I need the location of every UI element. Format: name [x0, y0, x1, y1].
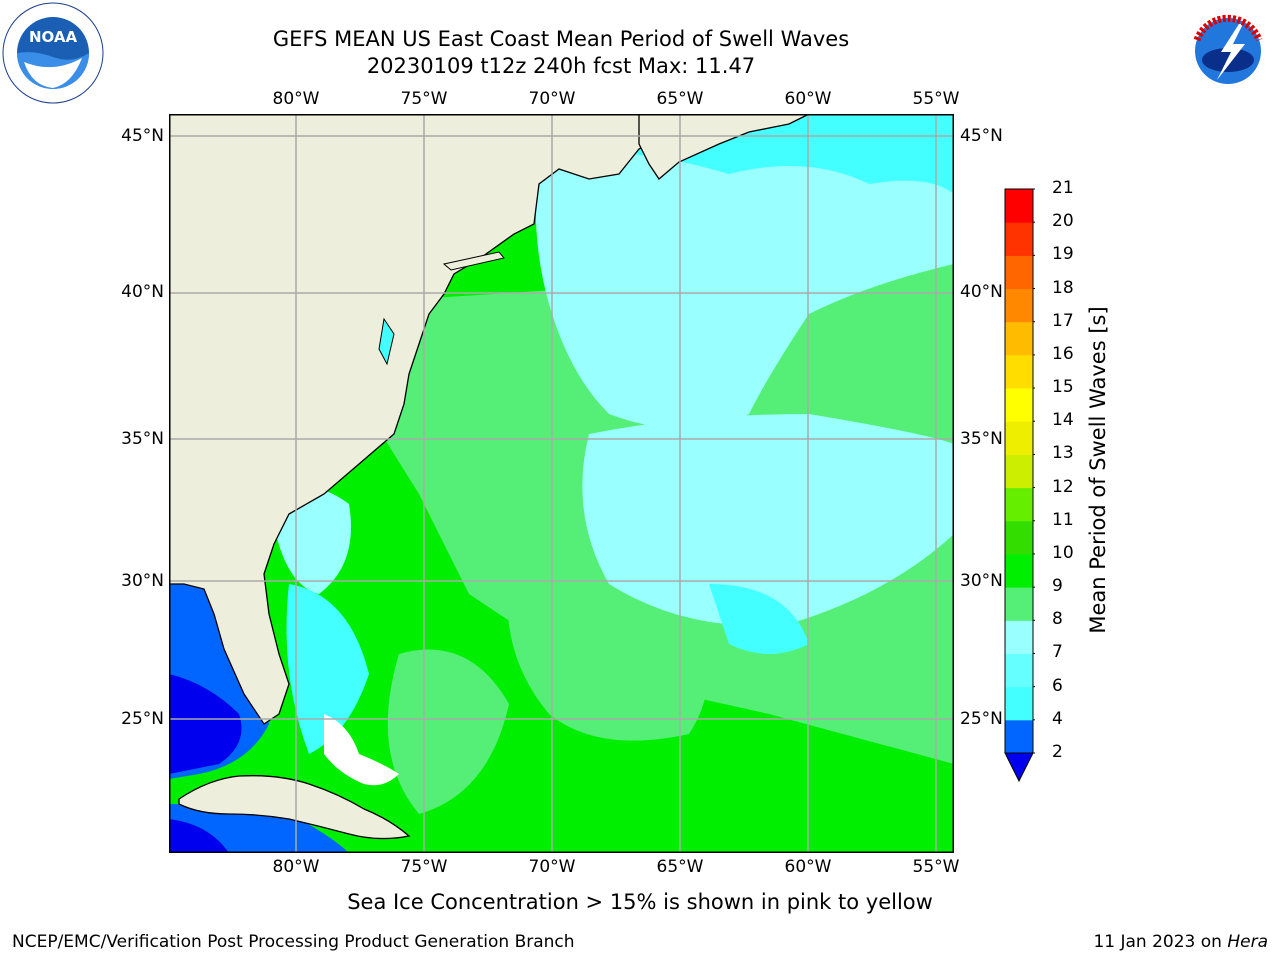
colorbar-tick-label: 8 [1052, 609, 1063, 630]
colorbar-tick-label: 2 [1052, 742, 1063, 762]
lon-label-bottom: 70°W [528, 857, 576, 877]
colorbar-segment [1005, 421, 1033, 455]
bahamas-banks [324, 714, 399, 786]
map-panel [169, 114, 954, 853]
maritimes-land [638, 114, 810, 180]
colorbar-segment [1005, 487, 1033, 522]
lon-label-top: 80°W [272, 89, 320, 109]
chart-subtitle-run: 20230109 t12z 240h fcst Max: 11.47 [366, 54, 756, 78]
lon-label-bottom: 55°W [912, 857, 960, 877]
gulf-dark-blue [169, 674, 242, 774]
colorbar-tick-label: 9 [1052, 576, 1063, 597]
chart-title: GEFS MEAN US East Coast Mean Period of S… [272, 27, 850, 51]
map-border [169, 114, 954, 853]
lat-label-left: 40°N [121, 282, 164, 302]
lon-label-bottom: 65°W [656, 857, 704, 877]
caribbean-dark-blue [169, 819, 229, 853]
colorbar-tick-label: 4 [1052, 708, 1063, 729]
colorbar-segment [1005, 454, 1033, 489]
lat-label-left: 25°N [121, 709, 164, 729]
ocean-green-light [809, 274, 954, 444]
footer-date: 11 Jan 2023 on Hera [1093, 932, 1268, 952]
colorbar-tick-label: 17 [1052, 310, 1074, 331]
colorbar-tick-label: 11 [1052, 509, 1074, 530]
footer-machine: Hera [1227, 932, 1268, 952]
lat-label-right: 30°N [960, 571, 1003, 591]
ocean-light-cyan [582, 414, 954, 626]
long-island [442, 251, 505, 271]
colorbar-extend-arrow [1004, 752, 1034, 783]
footer-date-text: 11 Jan 2023 on [1093, 932, 1228, 952]
colorbar-segment [1005, 719, 1033, 754]
ocean-cyan [286, 584, 369, 754]
colorbar-tick-label: 15 [1052, 377, 1074, 398]
colorbar-tick-label: 6 [1052, 675, 1063, 696]
colorbar-tick-label: 21 [1052, 178, 1074, 198]
ocean-light-cyan [535, 151, 954, 429]
lon-label-bottom: 75°W [400, 857, 448, 877]
colorbar-segment [1005, 388, 1033, 422]
lat-label-right: 40°N [960, 282, 1003, 302]
colorbar-tick-label: 18 [1052, 277, 1074, 298]
colorbar-segment [1005, 255, 1033, 290]
colorbar-tick-label: 7 [1052, 642, 1063, 663]
lat-label-left: 45°N [121, 126, 164, 146]
lat-label-right: 45°N [960, 126, 1003, 146]
colorbar [1004, 188, 1035, 783]
us-east-coast-land [169, 114, 690, 725]
lon-label-top: 70°W [528, 89, 576, 109]
colorbar-tick-label: 19 [1052, 244, 1074, 265]
colorbar-tick-label: 10 [1052, 542, 1074, 563]
lat-label-right: 25°N [960, 709, 1003, 729]
colorbar-segment [1005, 620, 1033, 654]
ocean-green-light [507, 574, 709, 741]
ocean-green-light [387, 649, 509, 814]
colorbar-tick-label: 14 [1052, 410, 1074, 431]
lon-label-top: 65°W [656, 89, 704, 109]
nws-logo [1179, 2, 1277, 100]
lon-label-bottom: 60°W [784, 857, 832, 877]
svg-text:NOAA: NOAA [29, 28, 78, 46]
colorbar-segment [1005, 321, 1033, 356]
footer-branch: NCEP/EMC/Verification Post Processing Pr… [12, 932, 575, 952]
colorbar-tick-label: 13 [1052, 443, 1074, 464]
colorbar-tick-label: 20 [1052, 211, 1074, 232]
colorbar-title: Mean Period of Swell Waves [s] [1086, 306, 1110, 634]
noaa-logo: NOAA [2, 2, 104, 104]
colorbar-tick-label: 16 [1052, 343, 1074, 364]
colorbar-segment [1005, 520, 1033, 555]
colorbar-frame [1004, 188, 1034, 754]
colorbar-segment [1005, 553, 1033, 588]
lon-label-bottom: 80°W [272, 857, 320, 877]
cuba-land [178, 775, 411, 840]
lon-label-top: 75°W [400, 89, 448, 109]
colorbar-segment [1005, 222, 1033, 256]
lat-label-left: 30°N [121, 571, 164, 591]
lon-label-top: 55°W [912, 89, 960, 109]
colorbar-tick-label: 12 [1052, 476, 1074, 497]
lon-label-top: 60°W [784, 89, 832, 109]
colorbar-segment [1005, 653, 1033, 688]
chesapeake-bay [378, 317, 395, 366]
colorbar-segment [1005, 288, 1033, 323]
graticule [169, 114, 954, 853]
colorbar-segment [1005, 354, 1033, 389]
ocean-cyan [709, 584, 809, 654]
colorbar-segment [1005, 189, 1033, 223]
lat-label-left: 35°N [121, 429, 164, 449]
colorbar-segment [1005, 686, 1033, 721]
colorbar-segment [1005, 587, 1033, 621]
sea-ice-note: Sea Ice Concentration > 15% is shown in … [347, 890, 933, 914]
lat-label-right: 35°N [960, 429, 1003, 449]
